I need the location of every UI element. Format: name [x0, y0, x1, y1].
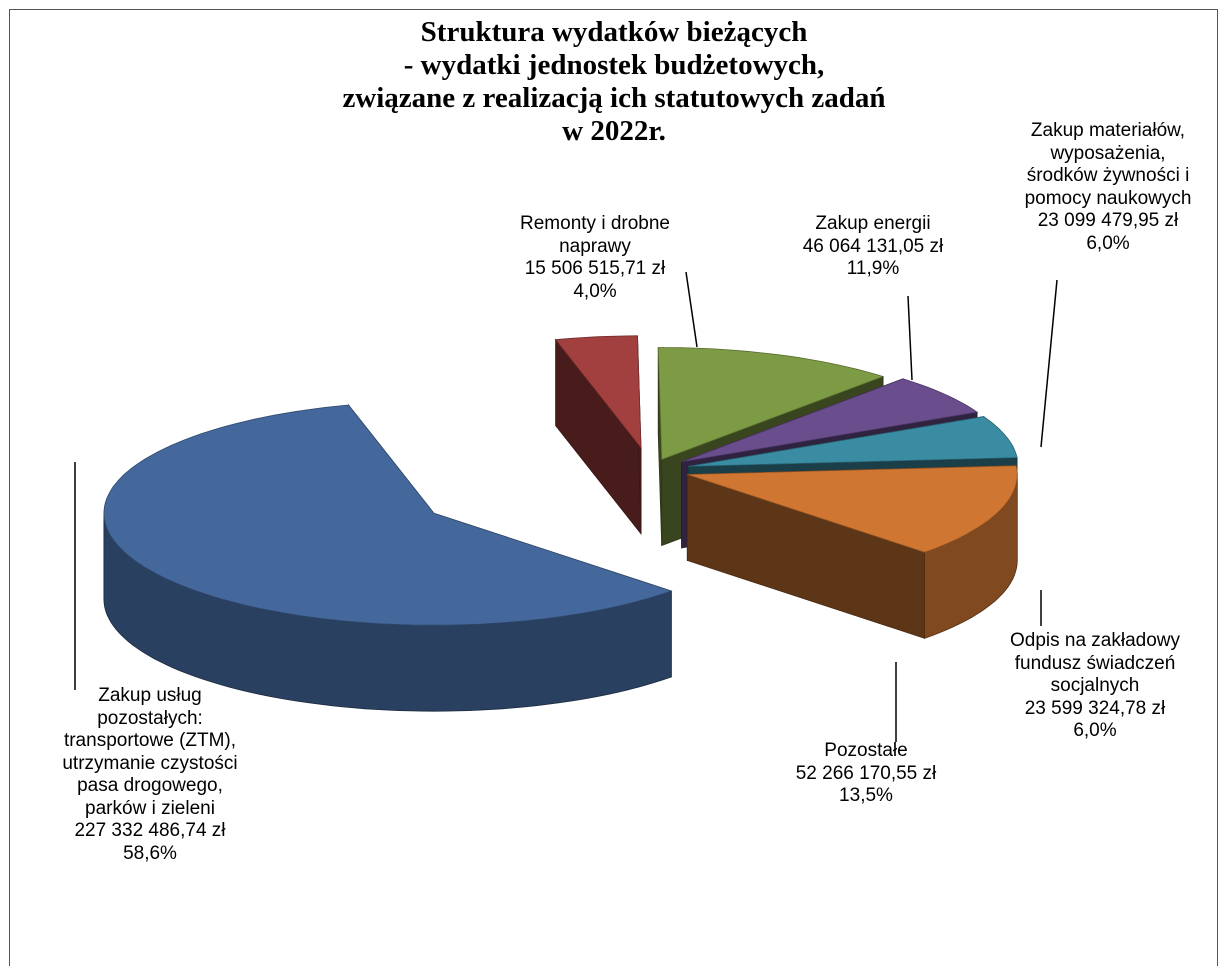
chart-frame — [9, 9, 1218, 966]
label-line: 6,0% — [1086, 232, 1130, 254]
slice-top — [687, 465, 1018, 553]
title-line: - wydatki jednostek budżetowych, — [403, 49, 825, 81]
label-line: wyposażenia, — [1050, 142, 1166, 164]
slice-top — [554, 335, 642, 450]
label-line: pozostałych: — [97, 707, 203, 729]
label-line: 23 099 479,95 zł — [1037, 210, 1179, 231]
title-line: Struktura wydatków bieżących — [420, 16, 808, 48]
label-line: Remonty i drobne — [520, 213, 670, 234]
label-line: Zakup energii — [815, 213, 931, 234]
label-line: pomocy naukowych — [1024, 187, 1192, 209]
data-label: Zakup usług pozostałych: transportowe (ZTM… — [62, 685, 237, 865]
label-line: 15 506 515,71 zł — [524, 258, 666, 279]
label-line: parków i zieleni — [85, 797, 215, 819]
data-label: Odpis na zakładowy fundusz świadczeń socja… — [1010, 630, 1180, 743]
pie-slice — [554, 335, 642, 535]
pie-slice — [103, 403, 673, 712]
label-line: transportowe (ZTM), — [63, 730, 237, 751]
data-label: Zakup materiałów, wyposażenia, środków żyw… — [1025, 120, 1192, 255]
label-line: 227 332 486,74 zł — [74, 820, 226, 841]
label-line: 13,5% — [839, 785, 893, 806]
data-label: Pozostałe 52 266 170,55 zł 13,5% — [796, 740, 937, 808]
label-line: fundusz świadczeń — [1014, 652, 1176, 674]
label-line: 58,6% — [123, 842, 177, 864]
slice-top — [657, 347, 885, 461]
label-line: socjalnych — [1050, 675, 1140, 696]
label-line: Zakup usług — [98, 685, 202, 706]
chart-title: Struktura wydatków bieżących - wydatki j… — [0, 16, 1228, 148]
label-line: środków żywności i — [1026, 165, 1190, 186]
label-line: pasa drogowego, — [77, 775, 223, 796]
slice-top — [688, 416, 1018, 467]
label-line: 52 266 170,55 zł — [795, 762, 937, 784]
leader-line — [685, 271, 698, 348]
slice-top — [103, 404, 673, 626]
slice-top — [681, 378, 979, 463]
leader-line — [1040, 279, 1058, 448]
label-line: 4,0% — [573, 280, 617, 302]
label-line: 11,9% — [846, 258, 900, 279]
label-line: 6,0% — [1073, 720, 1117, 741]
label-line: 23 599 324,78 zł — [1024, 697, 1166, 719]
label-line: 46 064 131,05 zł — [802, 235, 944, 257]
label-line: Pozostałe — [824, 740, 908, 761]
title-line: w 2022r. — [562, 115, 666, 147]
pie-slice — [686, 465, 1018, 639]
data-label: Zakup energii 46 064 131,05 zł 11,9% — [803, 213, 944, 281]
label-line: naprawy — [559, 235, 631, 257]
label-line: Odpis na zakładowy — [1009, 630, 1181, 651]
leader-line — [907, 295, 913, 381]
leader-lines — [74, 271, 1058, 742]
label-line: utrzymanie czystości — [62, 752, 238, 774]
data-label: Remonty i drobne naprawy 15 506 515,71 zł 4… — [520, 213, 670, 303]
title-line: związane z realizacją ich statutowych za… — [342, 82, 886, 114]
label-line: Zakup materiałów, — [1030, 120, 1186, 141]
pie — [103, 335, 1018, 712]
